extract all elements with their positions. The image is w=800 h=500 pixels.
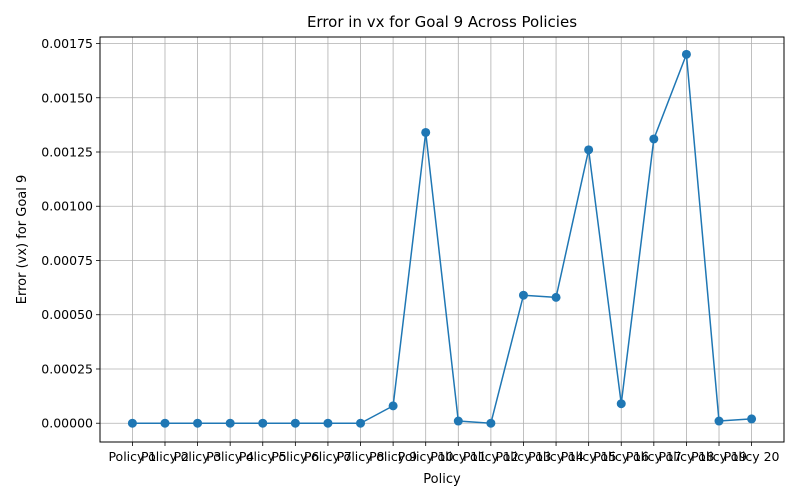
y-tick-label: 0.00175: [41, 36, 93, 51]
data-point: [551, 292, 561, 302]
data-point: [616, 399, 626, 409]
x-tick-label: Policy 14: [528, 449, 584, 464]
chart-title: Error in vx for Goal 9 Across Policies: [307, 13, 577, 31]
x-tick-label: Policy 10: [398, 449, 454, 464]
x-tick-label: Policy 15: [561, 449, 617, 464]
x-tick-label: Policy 17: [626, 449, 682, 464]
x-tick-label: Policy 18: [658, 449, 714, 464]
data-point: [649, 134, 659, 144]
y-tick-label: 0.00075: [41, 253, 93, 268]
plot-frame: [99, 36, 785, 443]
x-tick-label: Policy 19: [691, 449, 747, 464]
data-point: [486, 418, 496, 428]
data-point: [681, 49, 691, 59]
series-line: [132, 53, 752, 424]
data-point: [323, 418, 333, 428]
data-point: [388, 401, 398, 411]
data-point: [160, 418, 170, 428]
x-tick-label: Policy 13: [496, 449, 552, 464]
x-tick-label: Policy 11: [430, 449, 486, 464]
x-tick-label: Policy 4: [206, 449, 254, 464]
x-tick-label: Policy 9: [369, 449, 417, 464]
y-axis: 0.00000 0.00025 0.00050 0.00075 0.00100 0.001…: [41, 36, 100, 431]
y-tick-label: 0.00000: [41, 416, 93, 431]
data-point: [356, 418, 366, 428]
x-tick-label: Policy 5: [239, 449, 287, 464]
data-point: [584, 145, 594, 155]
data-point: [421, 127, 431, 137]
x-tick-label: Policy 2: [141, 449, 189, 464]
x-tick-label: Policy 1: [108, 449, 156, 464]
x-tick-label: Policy 6: [271, 449, 319, 464]
data-point: [290, 418, 300, 428]
grid: [100, 37, 784, 442]
data-point: [193, 418, 203, 428]
data-point: [714, 416, 724, 426]
data-point: [127, 418, 137, 428]
data-point: [225, 418, 235, 428]
y-tick-label: 0.00050: [41, 307, 93, 322]
x-tick-label: Policy 3: [174, 449, 222, 464]
data-point: [453, 416, 463, 426]
x-tick-label: Policy 12: [463, 449, 519, 464]
data-point: [747, 414, 757, 424]
y-tick-label: 0.00125: [41, 145, 93, 160]
y-axis-label: Error (vx) for Goal 9: [15, 175, 30, 305]
y-tick-label: 0.00100: [41, 199, 93, 214]
x-tick-label: Policy 7: [304, 449, 352, 464]
x-tick-label: Policy 20: [724, 449, 780, 464]
x-tick-label: Policy 16: [593, 449, 649, 464]
data-point: [518, 290, 528, 300]
x-tick-label: Policy 8: [337, 449, 385, 464]
x-axis-label: Policy: [423, 472, 461, 487]
y-tick-label: 0.00025: [41, 361, 93, 376]
data-point: [258, 418, 268, 428]
y-tick-label: 0.00150: [41, 90, 93, 105]
series-group: [127, 49, 757, 428]
